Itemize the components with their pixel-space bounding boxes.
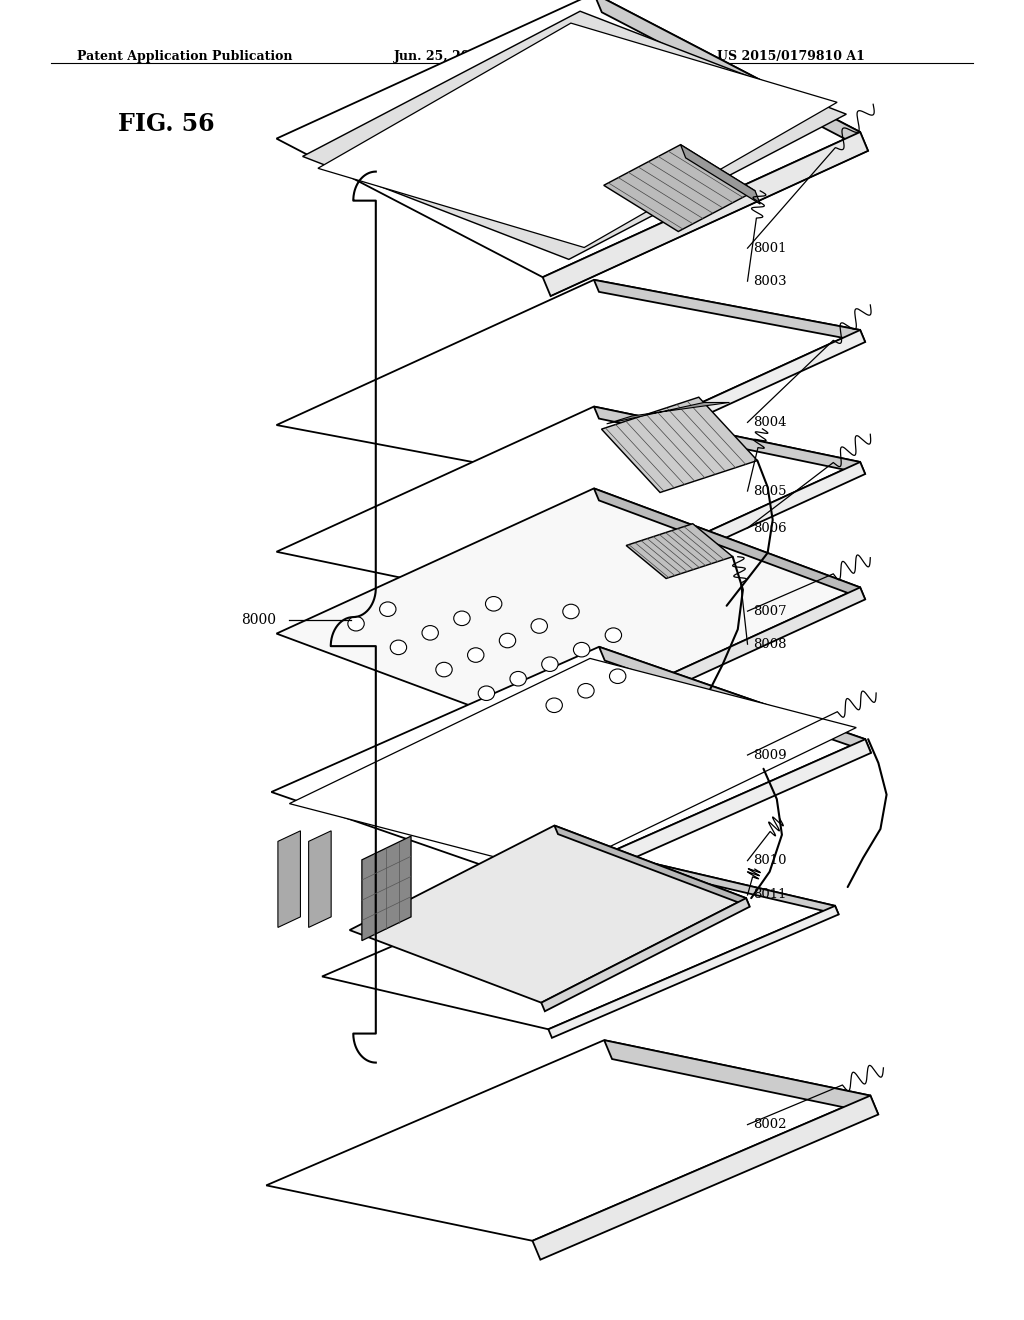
Ellipse shape (605, 628, 622, 643)
Polygon shape (290, 659, 856, 873)
Polygon shape (323, 853, 836, 1030)
Ellipse shape (578, 684, 594, 698)
Polygon shape (276, 407, 860, 607)
Ellipse shape (454, 611, 470, 626)
Polygon shape (543, 462, 865, 619)
Polygon shape (608, 853, 839, 915)
Polygon shape (266, 1040, 870, 1241)
Polygon shape (594, 488, 865, 599)
Text: 8004: 8004 (753, 416, 786, 429)
Polygon shape (604, 145, 755, 231)
Polygon shape (549, 906, 839, 1038)
Polygon shape (543, 587, 865, 744)
Ellipse shape (485, 597, 502, 611)
Polygon shape (276, 0, 860, 277)
Text: 8007: 8007 (753, 605, 786, 618)
Polygon shape (278, 830, 300, 928)
Ellipse shape (478, 686, 495, 701)
Polygon shape (594, 407, 865, 474)
Polygon shape (604, 1040, 879, 1114)
Polygon shape (276, 488, 860, 733)
Ellipse shape (531, 619, 548, 634)
Polygon shape (361, 836, 411, 941)
Ellipse shape (422, 626, 438, 640)
Polygon shape (606, 403, 729, 424)
Ellipse shape (348, 616, 365, 631)
Text: US 2015/0179810 A1: US 2015/0179810 A1 (717, 50, 864, 63)
Polygon shape (594, 0, 868, 150)
Polygon shape (349, 825, 746, 1003)
Ellipse shape (546, 698, 562, 713)
Polygon shape (308, 830, 331, 928)
Ellipse shape (390, 640, 407, 655)
Text: 8006: 8006 (753, 521, 786, 535)
Polygon shape (532, 1096, 879, 1259)
Ellipse shape (380, 602, 396, 616)
Polygon shape (627, 524, 733, 578)
Ellipse shape (609, 669, 626, 684)
Text: 8009: 8009 (753, 748, 786, 762)
Polygon shape (599, 647, 871, 752)
Ellipse shape (563, 605, 580, 619)
Ellipse shape (468, 648, 484, 663)
Text: 8010: 8010 (753, 854, 786, 867)
Text: Jun. 25, 2015  Sheet 56 of 73: Jun. 25, 2015 Sheet 56 of 73 (394, 50, 598, 63)
Text: 8000: 8000 (241, 614, 275, 627)
Polygon shape (271, 647, 865, 884)
Text: 8001: 8001 (753, 242, 786, 255)
Polygon shape (594, 280, 865, 342)
Text: 8005: 8005 (753, 484, 786, 498)
Polygon shape (303, 12, 847, 260)
Polygon shape (554, 825, 750, 907)
Text: 8003: 8003 (753, 275, 786, 288)
Polygon shape (318, 24, 838, 248)
Polygon shape (276, 280, 860, 475)
Ellipse shape (436, 663, 453, 677)
Text: 8011: 8011 (753, 888, 786, 902)
Text: 8002: 8002 (753, 1118, 786, 1131)
Polygon shape (681, 145, 760, 205)
Text: FIG. 56: FIG. 56 (118, 112, 214, 136)
Ellipse shape (542, 657, 558, 672)
Text: Patent Application Publication: Patent Application Publication (77, 50, 292, 63)
Polygon shape (543, 132, 868, 296)
Ellipse shape (510, 672, 526, 686)
Polygon shape (601, 397, 758, 492)
Polygon shape (538, 739, 871, 898)
Ellipse shape (500, 634, 516, 648)
Text: 8008: 8008 (753, 638, 786, 651)
Polygon shape (542, 898, 750, 1011)
Polygon shape (543, 330, 865, 487)
Ellipse shape (573, 643, 590, 657)
